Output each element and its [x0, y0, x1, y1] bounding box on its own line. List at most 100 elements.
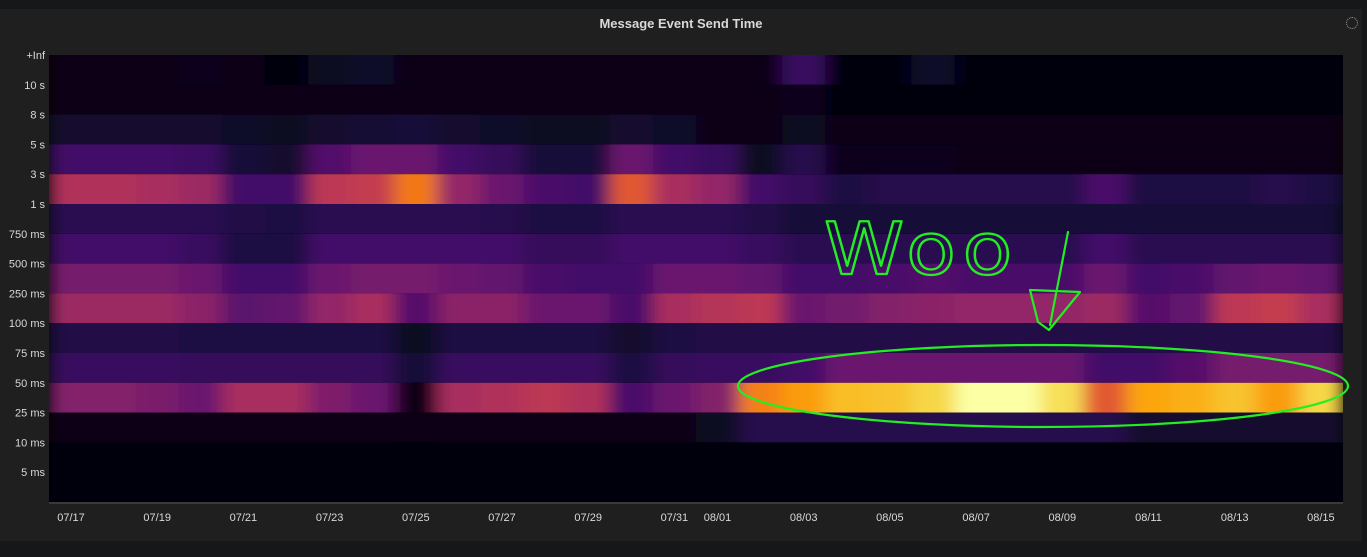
- x-tick-label: 07/17: [57, 512, 85, 524]
- heatmap-cell: [609, 174, 654, 204]
- heatmap-cell: [480, 263, 525, 294]
- heatmap-cell: [1170, 114, 1214, 145]
- heatmap-cell: [997, 233, 1042, 264]
- heatmap-cell: [782, 174, 826, 204]
- heatmap-cell: [566, 442, 611, 473]
- heatmap-cell: [695, 442, 740, 473]
- heatmap-cell: [178, 442, 223, 473]
- heatmap-cell: [695, 382, 740, 413]
- heatmap-cell: [911, 442, 956, 473]
- heatmap-cell: [1213, 174, 1257, 204]
- heatmap-cell: [351, 263, 395, 294]
- heatmap-cell: [911, 412, 956, 443]
- heatmap-row: [49, 114, 1343, 145]
- heatmap-cell: [911, 204, 956, 234]
- heatmap-cell: [1126, 472, 1171, 502]
- heatmap-cell: [523, 442, 568, 473]
- heatmap-row: [49, 472, 1343, 502]
- heatmap-cell: [437, 263, 481, 294]
- heatmap-cell: [92, 472, 137, 502]
- heatmap-cell: [739, 353, 783, 383]
- heatmap-cell: [394, 412, 438, 443]
- heatmap-cell: [997, 114, 1042, 145]
- heatmap-cell: [825, 442, 869, 473]
- heatmap-cell: [566, 174, 611, 204]
- annotation-text: Woo: [824, 207, 1019, 291]
- heatmap-cell: [1126, 84, 1171, 115]
- y-tick-label: 8 s: [30, 110, 45, 122]
- heatmap-cell: [437, 382, 481, 413]
- heatmap-cell: [1040, 382, 1085, 413]
- heatmap-cell: [92, 174, 137, 204]
- heatmap-cell: [997, 55, 1042, 85]
- y-tick-label: 10 ms: [15, 437, 45, 449]
- heatmap-cell: [49, 323, 94, 353]
- heatmap-cell: [1213, 144, 1257, 175]
- heatmap-cell: [264, 323, 309, 353]
- heatmap-cell: [782, 263, 826, 294]
- heatmap-cell: [308, 353, 352, 383]
- heatmap-cell: [437, 472, 481, 502]
- heatmap-cell: [394, 114, 438, 145]
- heatmap-cell: [178, 84, 223, 115]
- y-tick-label: +Inf: [26, 50, 46, 62]
- heatmap-cell: [264, 412, 309, 443]
- x-tick-label: 07/31: [661, 512, 689, 524]
- y-tick-label: 1 s: [30, 199, 45, 211]
- heatmap-cell: [351, 233, 395, 264]
- heatmap-cell: [868, 84, 912, 115]
- heatmap-cell: [92, 412, 137, 443]
- heatmap-cell: [695, 412, 740, 443]
- heatmap-cell: [1299, 472, 1343, 502]
- heatmap-cell: [1213, 233, 1257, 264]
- heatmap-cell: [49, 233, 94, 264]
- heatmap-cell: [523, 472, 568, 502]
- heatmap-cell: [954, 293, 999, 324]
- heatmap-cell: [1170, 55, 1214, 85]
- heatmap-cell: [954, 174, 999, 204]
- heatmap-cell: [868, 382, 912, 413]
- heatmap-cell: [954, 263, 999, 294]
- heatmap-cell: [264, 144, 309, 175]
- heatmap-cell: [1170, 263, 1214, 294]
- heatmap-cell: [221, 233, 266, 264]
- heatmap-cell: [221, 353, 266, 383]
- heatmap-cell: [135, 233, 180, 264]
- heatmap-cell: [739, 55, 783, 85]
- x-tick-label: 08/03: [790, 512, 818, 524]
- heatmap-cell: [1170, 412, 1214, 443]
- heatmap-cell: [523, 382, 568, 413]
- heatmap-cell: [911, 55, 956, 85]
- heatmap-cell: [566, 293, 611, 324]
- x-tick-label: 08/13: [1221, 512, 1249, 524]
- heatmap-cell: [1126, 412, 1171, 443]
- heatmap-cell: [49, 472, 94, 502]
- heatmap-cell: [911, 293, 956, 324]
- heatmap-cell: [566, 114, 611, 145]
- heatmap-cell: [264, 293, 309, 324]
- x-tick-label: 08/15: [1307, 512, 1335, 524]
- heatmap-cell: [1213, 114, 1257, 145]
- heatmap-cell: [566, 55, 611, 85]
- heatmap-cell: [782, 412, 826, 443]
- heatmap-cell: [782, 442, 826, 473]
- heatmap-cell: [1213, 382, 1257, 413]
- heatmap-cell: [49, 353, 94, 383]
- heatmap-cell: [997, 442, 1042, 473]
- heatmap-cell: [221, 382, 266, 413]
- y-tick-label: 75 ms: [15, 348, 45, 360]
- heatmap-cell: [1256, 55, 1300, 85]
- y-tick-label: 3 s: [30, 169, 45, 181]
- panel-title[interactable]: Message Event Send Time: [599, 16, 763, 31]
- heatmap-cell: [394, 293, 438, 324]
- heatmap-cell: [695, 84, 740, 115]
- heatmap-cell: [308, 84, 352, 115]
- heatmap-cell: [480, 204, 525, 234]
- heatmap-cell: [178, 114, 223, 145]
- heatmap-cell: [264, 472, 309, 502]
- heatmap-cell: [264, 204, 309, 234]
- heatmap-cell: [911, 472, 956, 502]
- heatmap-cell: [1213, 263, 1257, 294]
- heatmap-cell: [652, 174, 697, 204]
